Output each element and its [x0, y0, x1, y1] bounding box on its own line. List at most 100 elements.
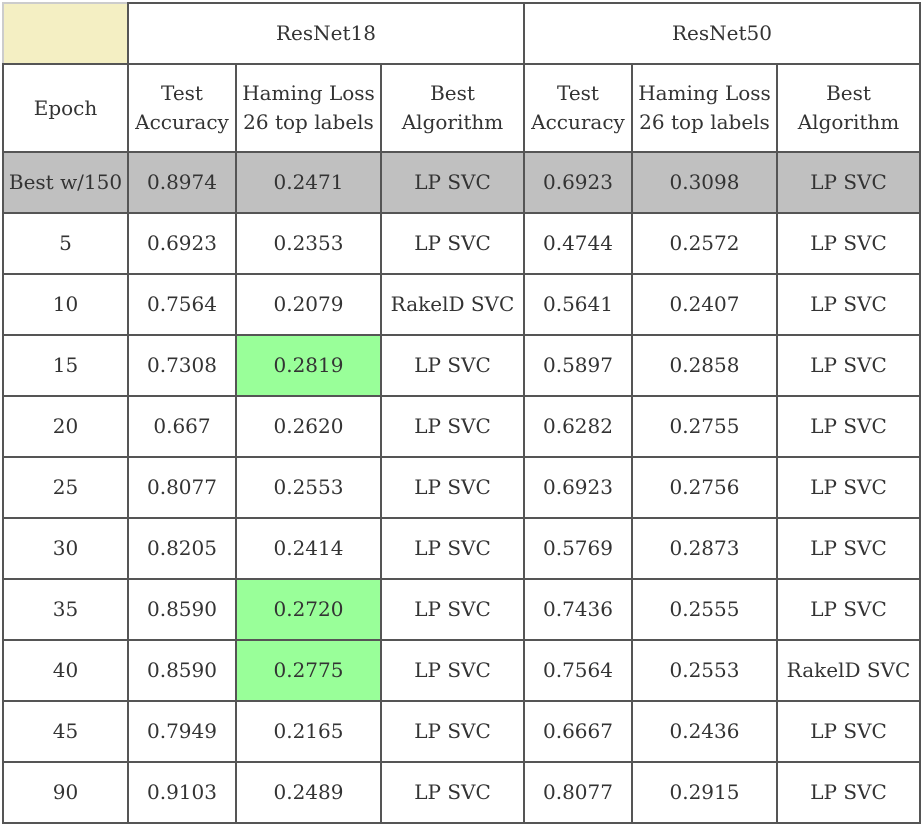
resnet18-haming-loss-cell: 0.2775 [235, 639, 382, 702]
resnet18-haming-loss-cell: 0.2414 [235, 517, 382, 580]
resnet50-test-accuracy-cell: 0.5769 [523, 517, 633, 580]
header-line: Best [430, 81, 475, 105]
resnet50-test-accuracy-cell: 0.5641 [523, 273, 633, 336]
resnet18-best-algorithm-cell: LP SVC [380, 212, 525, 275]
resnet50-best-algorithm-cell: LP SVC [776, 578, 921, 641]
resnet18-test-accuracy-cell: 0.7308 [127, 334, 237, 397]
resnet18-best-algorithm-cell: LP SVC [380, 639, 525, 702]
table-row: 25 0.8077 0.2553 LP SVC 0.6923 0.2756 LP SVC [2, 456, 921, 519]
resnet50-haming-loss-cell: 0.3098 [631, 151, 778, 214]
table-row: 35 0.8590 0.2720 LP SVC 0.7436 0.2555 LP SVC [2, 578, 921, 641]
resnet18-haming-loss-cell: 0.2819 [235, 334, 382, 397]
resnet50-best-algorithm-cell: LP SVC [776, 273, 921, 336]
resnet18-test-accuracy-cell: 0.8974 [127, 151, 237, 214]
header-line: 26 top labels [639, 110, 770, 134]
header-line: 26 top labels [243, 110, 374, 134]
resnet18-best-algorithm-cell: LP SVC [380, 578, 525, 641]
resnet50-test-accuracy-cell: 0.5897 [523, 334, 633, 397]
resnet18-test-accuracy-cell: 0.7564 [127, 273, 237, 336]
epoch-cell: 45 [2, 700, 129, 763]
group-header-resnet18: ResNet18 [127, 2, 525, 65]
resnet18-test-accuracy-cell: 0.8205 [127, 517, 237, 580]
resnet50-best-algorithm-cell: LP SVC [776, 517, 921, 580]
resnet50-test-accuracy-cell: 0.6923 [523, 151, 633, 214]
epoch-cell: 5 [2, 212, 129, 275]
resnet18-haming-loss-cell: 0.2720 [235, 578, 382, 641]
resnet50-test-accuracy-cell: 0.6282 [523, 395, 633, 458]
corner-cell [2, 2, 129, 65]
resnet18-haming-loss-cell: 0.2471 [235, 151, 382, 214]
resnet50-best-algorithm-cell: RakelD SVC [776, 639, 921, 702]
resnet18-haming-loss-cell: 0.2620 [235, 395, 382, 458]
resnet50-haming-loss-cell: 0.2858 [631, 334, 778, 397]
best-row: Best w/150 0.8974 0.2471 LP SVC 0.6923 0.3098… [2, 151, 921, 214]
resnet18-best-algorithm-cell: LP SVC [380, 700, 525, 763]
header-line: Test [161, 81, 203, 105]
resnet50-test-accuracy-cell: 0.4744 [523, 212, 633, 275]
resnet50-best-algorithm-cell: LP SVC [776, 456, 921, 519]
resnet18-best-algorithm-cell: LP SVC [380, 151, 525, 214]
resnet50-best-algorithm-cell: LP SVC [776, 761, 921, 824]
resnet50-best-algorithm-cell: LP SVC [776, 395, 921, 458]
header-resnet50-haming-loss: Haming Loss 26 top labels [631, 63, 778, 153]
epoch-cell: 15 [2, 334, 129, 397]
resnet18-test-accuracy-cell: 0.9103 [127, 761, 237, 824]
resnet18-test-accuracy-cell: 0.8077 [127, 456, 237, 519]
resnet18-test-accuracy-cell: 0.8590 [127, 639, 237, 702]
group-header-row: ResNet18 ResNet50 [2, 2, 921, 65]
resnet50-haming-loss-cell: 0.2553 [631, 639, 778, 702]
epoch-cell: 25 [2, 456, 129, 519]
resnet50-haming-loss-cell: 0.2436 [631, 700, 778, 763]
header-line: Algorithm [797, 110, 900, 134]
table-row: 30 0.8205 0.2414 LP SVC 0.5769 0.2873 LP SVC [2, 517, 921, 580]
resnet50-test-accuracy-cell: 0.6667 [523, 700, 633, 763]
epoch-cell: 40 [2, 639, 129, 702]
header-resnet18-haming-loss: Haming Loss 26 top labels [235, 63, 382, 153]
header-line: Test [557, 81, 599, 105]
resnet18-best-algorithm-cell: LP SVC [380, 334, 525, 397]
header-line: Haming Loss [638, 81, 771, 105]
resnet18-haming-loss-cell: 0.2489 [235, 761, 382, 824]
resnet18-best-algorithm-cell: LP SVC [380, 517, 525, 580]
header-line: Epoch [33, 95, 98, 120]
group-header-resnet50: ResNet50 [523, 2, 921, 65]
epoch-cell: 10 [2, 273, 129, 336]
resnet50-haming-loss-cell: 0.2756 [631, 456, 778, 519]
header-resnet18-test-accuracy: Test Accuracy [127, 63, 237, 153]
header-line: Accuracy [531, 110, 625, 134]
epoch-cell: 35 [2, 578, 129, 641]
epoch-cell: 90 [2, 761, 129, 824]
header-line: Algorithm [401, 110, 504, 134]
resnet50-best-algorithm-cell: LP SVC [776, 151, 921, 214]
header-line: Accuracy [135, 110, 229, 134]
table-row: 5 0.6923 0.2353 LP SVC 0.4744 0.2572 LP SVC [2, 212, 921, 275]
header-line: Haming Loss [242, 81, 375, 105]
table-row: 45 0.7949 0.2165 LP SVC 0.6667 0.2436 LP SVC [2, 700, 921, 763]
resnet18-best-algorithm-cell: LP SVC [380, 395, 525, 458]
resnet18-haming-loss-cell: 0.2553 [235, 456, 382, 519]
resnet50-haming-loss-cell: 0.2873 [631, 517, 778, 580]
resnet50-haming-loss-cell: 0.2572 [631, 212, 778, 275]
header-epoch: Epoch [2, 63, 129, 153]
epoch-cell: Best w/150 [2, 151, 129, 214]
resnet18-haming-loss-cell: 0.2165 [235, 700, 382, 763]
resnet18-best-algorithm-cell: LP SVC [380, 761, 525, 824]
header-resnet50-test-accuracy: Test Accuracy [523, 63, 633, 153]
resnet18-test-accuracy-cell: 0.8590 [127, 578, 237, 641]
resnet50-test-accuracy-cell: 0.6923 [523, 456, 633, 519]
resnet18-best-algorithm-cell: RakelD SVC [380, 273, 525, 336]
resnet50-haming-loss-cell: 0.2915 [631, 761, 778, 824]
header-resnet50-best-algorithm: Best Algorithm [776, 63, 921, 153]
resnet18-best-algorithm-cell: LP SVC [380, 456, 525, 519]
table-row: 15 0.7308 0.2819 LP SVC 0.5897 0.2858 LP SVC [2, 334, 921, 397]
table-row: 90 0.9103 0.2489 LP SVC 0.8077 0.2915 LP SVC [2, 761, 921, 824]
resnet50-best-algorithm-cell: LP SVC [776, 334, 921, 397]
resnet50-best-algorithm-cell: LP SVC [776, 212, 921, 275]
resnet50-haming-loss-cell: 0.2755 [631, 395, 778, 458]
resnet18-haming-loss-cell: 0.2353 [235, 212, 382, 275]
resnet50-haming-loss-cell: 0.2555 [631, 578, 778, 641]
resnet18-test-accuracy-cell: 0.6923 [127, 212, 237, 275]
resnet50-test-accuracy-cell: 0.8077 [523, 761, 633, 824]
resnet18-haming-loss-cell: 0.2079 [235, 273, 382, 336]
epoch-cell: 20 [2, 395, 129, 458]
